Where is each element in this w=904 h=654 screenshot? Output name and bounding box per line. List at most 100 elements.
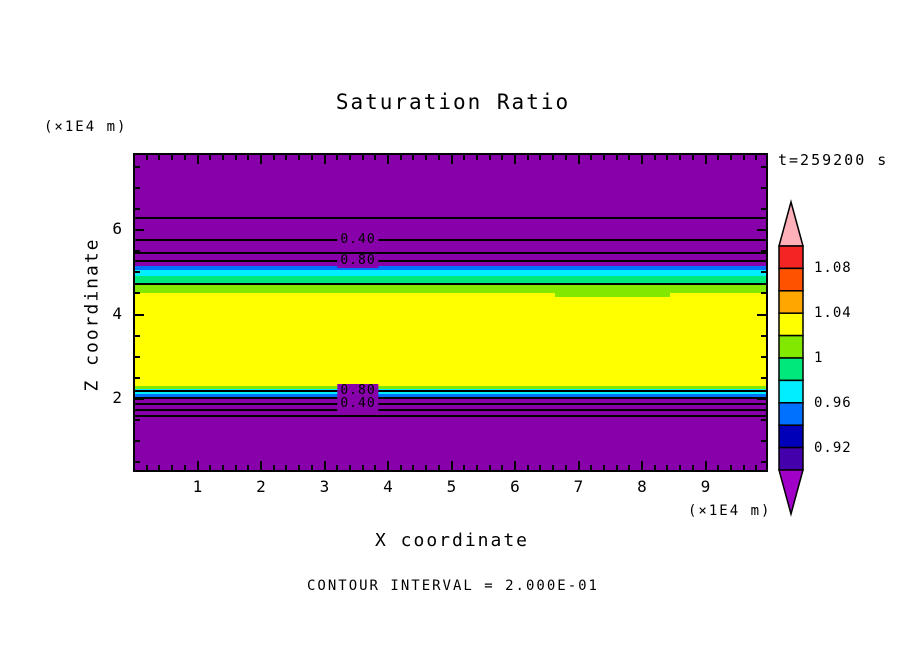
x-axis-tick: [272, 155, 275, 160]
x-tick-label: 4: [383, 477, 393, 496]
x-axis-tick: [475, 465, 478, 470]
y-axis-tick: [761, 207, 766, 210]
x-tick-label: 9: [700, 477, 711, 496]
contour-line: [135, 260, 766, 262]
contour-line: [135, 217, 766, 219]
x-axis-tick: [641, 155, 643, 164]
x-axis-tick: [742, 155, 745, 160]
y-axis-tick: [135, 440, 140, 443]
y-tick-label: 4: [112, 303, 122, 323]
x-axis-tick: [577, 155, 580, 164]
x-axis-title: X coordinate: [374, 530, 530, 551]
x-axis-tick: [602, 465, 605, 470]
x-axis-tick: [145, 155, 148, 160]
x-axis-tick: [450, 155, 453, 164]
saturation-band: [135, 386, 766, 389]
x-axis-tick: [196, 461, 199, 470]
x-axis-tick: [679, 155, 682, 160]
colorbar-segment: [778, 267, 804, 292]
y-tick-label: 6: [112, 219, 122, 238]
time-stamp-label: t=259200 s: [778, 151, 889, 169]
x-axis-tick: [310, 465, 313, 470]
y-axis-tick: [135, 419, 140, 422]
x-axis-tick: [666, 465, 669, 470]
x-axis-tick: [717, 155, 720, 160]
colorbar-tick-label: 1: [814, 350, 824, 366]
x-axis-tick: [488, 465, 491, 470]
x-axis-tick: [323, 461, 326, 470]
x-axis-tick: [450, 461, 453, 470]
contour-line: [135, 252, 766, 254]
x-axis-unit-label: (×1E4 m): [688, 503, 772, 519]
x-axis-tick: [602, 155, 605, 160]
x-axis-tick: [691, 465, 694, 470]
x-tick-label: 7: [573, 477, 584, 496]
x-axis-tick: [437, 465, 440, 470]
x-axis-tick: [437, 155, 440, 160]
x-axis-tick: [171, 465, 174, 470]
x-axis-tick: [742, 465, 745, 470]
y-axis-tick: [135, 186, 140, 189]
x-axis-tick: [425, 465, 428, 470]
y-axis-tick: [761, 440, 766, 443]
x-axis-tick: [691, 155, 694, 160]
x-axis-tick: [209, 465, 212, 470]
colorbar-segment: [778, 424, 804, 449]
colorbar-segment: [778, 334, 804, 359]
colorbar-segment: [778, 245, 804, 270]
y-axis-tick: [757, 229, 766, 231]
y-axis-tick: [761, 271, 766, 274]
x-axis-tick: [374, 465, 377, 470]
x-axis-tick: [221, 465, 224, 470]
x-axis-tick: [310, 155, 313, 160]
x-axis-tick: [361, 155, 364, 160]
colorbar-scale: [778, 199, 804, 517]
x-axis-tick: [387, 461, 389, 470]
figure-title: Saturation Ratio: [335, 90, 571, 114]
x-axis-tick: [221, 155, 224, 160]
x-axis-tick: [526, 465, 529, 470]
x-tick-label: 3: [319, 477, 330, 496]
x-axis-tick: [539, 155, 542, 160]
contour-line: [135, 239, 766, 241]
y-axis-tick: [761, 376, 766, 379]
x-axis-tick: [615, 155, 618, 160]
x-axis-tick: [209, 155, 212, 160]
saturation-band: [135, 270, 766, 276]
x-axis-tick: [666, 155, 669, 160]
y-axis-unit-label: (×1E4 m): [44, 119, 128, 135]
saturation-band: [135, 394, 766, 397]
saturation-band: [135, 284, 766, 293]
y-axis-tick: [135, 461, 140, 464]
colorbar-arrow-down: [778, 469, 804, 517]
saturation-band: [135, 276, 766, 284]
x-axis-tick: [729, 155, 732, 160]
x-axis-tick: [463, 155, 466, 160]
x-axis-tick: [552, 465, 555, 470]
colorbar-tick-label: 0.96: [814, 394, 852, 411]
contour-interval-note: CONTOUR INTERVAL = 2.000E-01: [306, 578, 599, 594]
x-axis-tick: [552, 155, 555, 160]
y-axis-tick: [761, 461, 766, 464]
x-axis-tick: [539, 465, 542, 470]
x-axis-tick: [564, 465, 567, 470]
y-axis-tick: [761, 165, 766, 168]
y-axis-tick: [757, 398, 766, 400]
x-axis-tick: [514, 461, 516, 470]
x-axis-tick: [590, 155, 593, 160]
x-axis-tick: [361, 465, 364, 470]
saturation-band: [135, 293, 766, 386]
x-axis-tick: [272, 465, 275, 470]
x-axis-tick: [183, 155, 186, 160]
x-axis-tick: [679, 465, 682, 470]
contour-line: [135, 403, 766, 405]
contour-plot-area: 0.40 0.80 0.80 0.40: [133, 153, 768, 472]
x-axis-tick: [387, 155, 389, 164]
x-axis-tick: [641, 461, 643, 470]
x-axis-tick: [247, 465, 250, 470]
x-axis-tick: [234, 465, 237, 470]
colorbar-tick-label: 1.08: [814, 260, 852, 277]
contour-label: 0.40: [337, 233, 379, 247]
colorbar-tick-label: 1.04: [814, 305, 852, 322]
x-tick-label: 5: [446, 477, 457, 496]
